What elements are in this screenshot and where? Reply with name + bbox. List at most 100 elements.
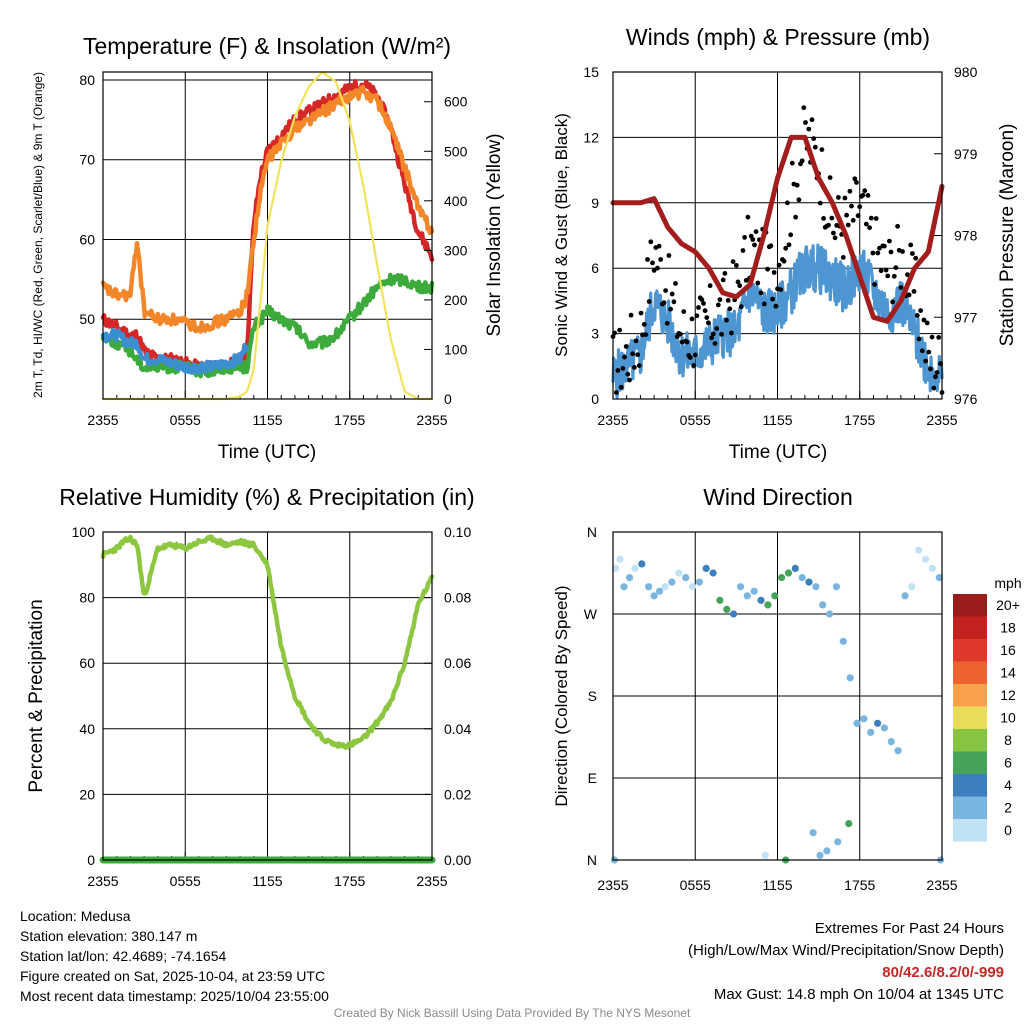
p3-ylabel: Direction (Colored By Speed) <box>552 585 571 806</box>
colorbar-label: 0 <box>1004 822 1012 838</box>
p1-right-tick-label: 980 <box>954 64 978 80</box>
p1-gust-point <box>645 257 650 262</box>
p3-direction-point <box>832 583 841 591</box>
p1-gust-point <box>755 280 761 286</box>
p1-gust-point <box>734 263 739 268</box>
p1-gust-point <box>878 268 884 274</box>
p3-direction-point <box>695 578 704 586</box>
p0-right-tick-label: 300 <box>444 242 468 258</box>
p1-series-wind <box>611 243 944 399</box>
p1-gust-point <box>916 336 922 342</box>
p2-y-tick-label: 80 <box>79 590 95 606</box>
p1-gust-point <box>794 182 800 188</box>
p1-gust-point <box>783 245 789 251</box>
p1-gust-point <box>729 330 734 336</box>
p1-gust-point <box>929 334 935 340</box>
p1-x-tick-label: 1155 <box>762 412 792 428</box>
p1-gust-point <box>895 223 900 229</box>
p3-direction-point <box>791 564 799 573</box>
p3-direction-point <box>880 724 889 732</box>
p2-y-tick-label: 60 <box>79 655 95 671</box>
p3-y-tick-label: N <box>587 524 597 540</box>
location-text: Location: Medusa <box>20 908 131 924</box>
p3-direction-point <box>625 574 634 582</box>
p0-ylabel-right: Solar Insolation (Yellow) <box>484 133 505 336</box>
colorbar-swatch <box>953 751 987 774</box>
p3-direction-point <box>908 583 916 591</box>
p1-gust-point <box>737 283 743 289</box>
p1-gust-point <box>655 265 660 271</box>
p1-gust-point <box>681 309 687 314</box>
p1-gust-point <box>617 327 622 333</box>
p1-gust-point <box>635 352 641 358</box>
p1-gust-point <box>620 366 626 371</box>
p1-gust-point <box>625 371 631 377</box>
p3-direction-point <box>736 583 745 591</box>
p1-gust-point <box>908 242 914 248</box>
p1-series-pressure <box>610 134 945 324</box>
p3-direction-point <box>702 564 710 573</box>
p1-gust-point <box>850 217 856 223</box>
p3-direction-point <box>798 574 806 582</box>
p1-gust-point <box>806 126 812 132</box>
p3-direction-point <box>921 555 930 563</box>
p1-gust-point <box>669 291 675 297</box>
colorbar-swatch <box>953 796 987 819</box>
p3-direction-point <box>935 574 943 582</box>
p3-x-tick-label: 2355 <box>597 877 628 893</box>
p3-x-tick-label: 1155 <box>762 877 792 893</box>
max-gust-text: Max Gust: 14.8 mph On 10/04 at 1345 UTC <box>713 986 1004 1003</box>
p3-direction-point <box>915 546 923 554</box>
p1-gust-point <box>845 222 851 228</box>
p3-direction-point <box>638 560 646 568</box>
p1-gust-point <box>857 204 863 210</box>
p1-gust-point <box>632 365 637 370</box>
p1-gust-point <box>643 332 649 337</box>
p1-gust-point <box>854 180 859 185</box>
p0-right-tick-label: 100 <box>444 341 468 357</box>
p1-gust-point <box>771 270 777 275</box>
p1-gust-point <box>770 296 775 302</box>
p3-direction-point <box>661 583 669 591</box>
p1-gust-point <box>717 297 723 303</box>
p1-gust-point <box>865 193 871 198</box>
extremes-title: Extremes For Past 24 Hours <box>814 920 1004 937</box>
p0-y-tick-label: 80 <box>79 72 95 88</box>
p3-direction-point <box>928 564 937 573</box>
p1-gust-point <box>658 257 664 262</box>
p1-gust-point <box>613 390 619 395</box>
p1-gust-point <box>704 315 710 320</box>
p3-direction-point <box>668 578 676 586</box>
p1-gust-point <box>873 216 879 221</box>
p1-gust-point <box>921 317 927 323</box>
p1-y-tick-label: 3 <box>591 326 599 342</box>
p3-direction-point <box>901 592 909 600</box>
p1-gust-point <box>761 301 767 307</box>
p1-gust-point <box>844 212 849 218</box>
p3-direction-point <box>750 587 758 595</box>
p1-gust-point <box>885 273 891 279</box>
p3-direction-point <box>631 564 639 573</box>
colorbar-label: 14 <box>1000 665 1016 681</box>
p1-right-tick-label: 976 <box>954 391 978 407</box>
p1-gust-point <box>724 317 729 323</box>
p3-y-tick-label: S <box>588 688 597 704</box>
p3-direction-point <box>761 851 769 860</box>
p1-gust-point <box>887 238 892 244</box>
p1-x-tick-label: 2355 <box>597 412 628 428</box>
p1-gust-point <box>768 243 774 249</box>
p1-gust-point <box>701 301 706 306</box>
p0-right-tick-label: 0 <box>444 391 452 407</box>
p1-gust-point <box>691 363 696 368</box>
p3-direction-point <box>846 674 854 682</box>
colorbar-label: 8 <box>1004 732 1012 748</box>
p3-direction-point <box>819 601 827 609</box>
p1-x-tick-label: 2355 <box>926 412 957 428</box>
p1-gust-point <box>893 265 899 270</box>
p1-gust-point <box>752 242 757 248</box>
p1-gust-point <box>812 144 818 150</box>
p3-direction-point <box>860 715 868 723</box>
p1-gust-point <box>831 230 836 236</box>
p1-gust-point <box>931 385 937 391</box>
p1-gust-point <box>630 351 636 357</box>
